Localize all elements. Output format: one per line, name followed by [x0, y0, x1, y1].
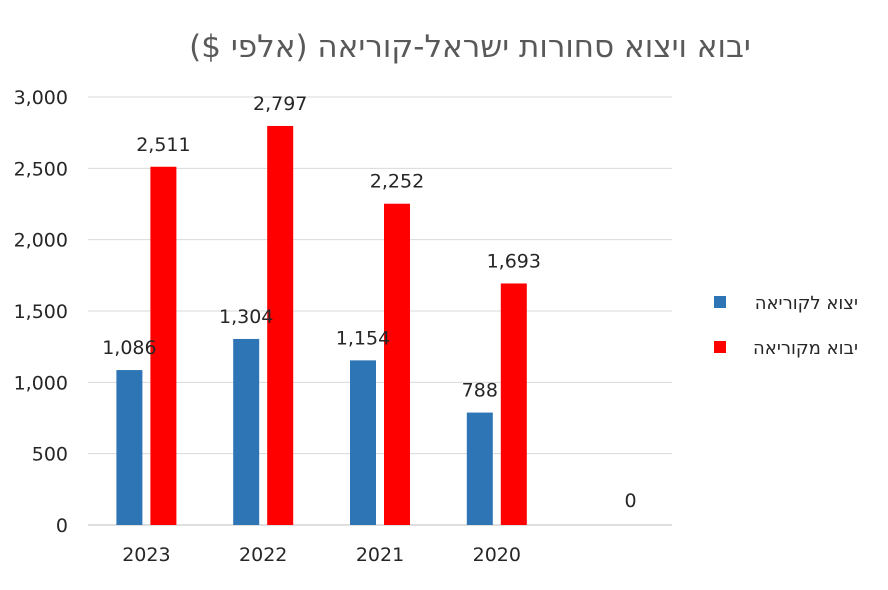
- data-label-import: 1,693: [487, 250, 541, 272]
- x-tick-label: 2023: [122, 544, 170, 566]
- legend-swatch-import: [714, 341, 726, 353]
- bars: [116, 125, 527, 525]
- bar-export: [116, 370, 143, 525]
- data-labels: 1,086 2,511 1,304 2,797 1,154 2,252 788 1,693 0: [102, 93, 636, 512]
- bar-import: [150, 166, 177, 525]
- y-tick-label: 2,000: [14, 230, 68, 252]
- legend-swatch-export: [714, 296, 726, 308]
- y-tick-label: 3,000: [14, 87, 68, 109]
- y-tick-label: 1,000: [14, 372, 68, 394]
- data-label-import: 2,797: [253, 93, 307, 115]
- data-label-export: 788: [462, 380, 498, 402]
- bar-import: [500, 283, 527, 525]
- legend: יצוא לקוריאה יבוא מקוריאה: [714, 293, 858, 359]
- bar-import: [267, 125, 294, 525]
- x-axis-ticks: 2023 2022 2021 2020: [122, 544, 521, 566]
- legend-label-import: יבוא מקוריאה: [753, 338, 858, 359]
- legend-label-export: יצוא לקוריאה: [755, 293, 858, 314]
- bar-export: [466, 412, 493, 525]
- bar-export: [233, 338, 260, 525]
- y-tick-label: 0: [56, 515, 68, 537]
- x-tick-label: 2020: [473, 544, 521, 566]
- bar-export: [350, 360, 376, 525]
- bar-import: [384, 203, 410, 525]
- x-tick-label: 2021: [356, 544, 404, 566]
- data-label-export: 1,086: [102, 337, 156, 359]
- y-tick-label: 2,500: [14, 158, 68, 180]
- data-label-import: 2,252: [370, 171, 424, 193]
- y-tick-label: 1,500: [14, 301, 68, 323]
- chart-title: יבוא ויצוא סחורות ישראל-קוריאה (אלפי $): [189, 29, 751, 65]
- grid-lines: [88, 96, 672, 526]
- data-label-export: 1,154: [336, 327, 390, 349]
- y-tick-label: 500: [32, 444, 68, 466]
- y-axis-ticks: 0 500 1,000 1,500 2,000 2,500 3,000: [14, 87, 68, 537]
- x-tick-label: 2022: [239, 544, 287, 566]
- data-label-import: 0: [625, 490, 637, 512]
- data-label-export: 1,304: [219, 306, 273, 328]
- data-label-import: 2,511: [136, 134, 190, 156]
